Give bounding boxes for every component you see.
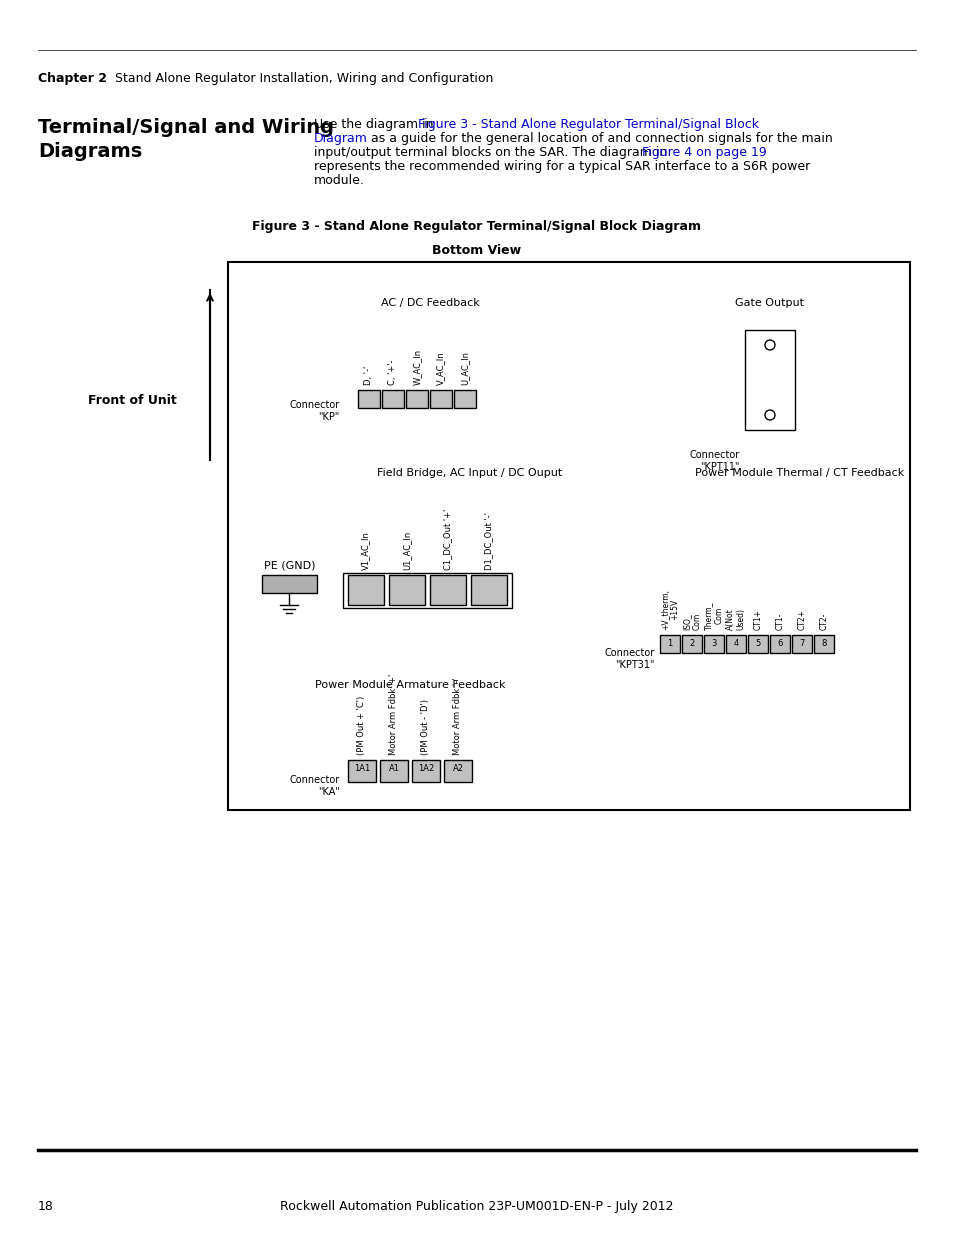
Bar (381, 390, 403, 408)
Text: Motor Arm Fdbk '-': Motor Arm Fdbk '-' (453, 678, 462, 755)
Text: Motor Arm Fdbk '+': Motor Arm Fdbk '+' (389, 674, 398, 755)
Text: Power Module Thermal / CT Feedback: Power Module Thermal / CT Feedback (695, 468, 903, 478)
Text: Connector
"KA": Connector "KA" (290, 776, 339, 797)
Text: Chapter 2: Chapter 2 (38, 72, 107, 85)
Text: 1: 1 (667, 638, 672, 648)
Text: 7: 7 (799, 638, 803, 648)
Text: Front of Unit: Front of Unit (88, 394, 176, 406)
Bar (357, 390, 379, 408)
Bar (412, 760, 439, 782)
Text: represents the recommended wiring for a typical SAR interface to a S6R power: represents the recommended wiring for a … (314, 161, 809, 173)
Text: as a guide for the general location of and connection signals for the main: as a guide for the general location of a… (367, 132, 832, 144)
Text: C1_DC_Out '+': C1_DC_Out '+' (443, 509, 452, 571)
Text: input/output terminal blocks on the SAR. The diagram in: input/output terminal blocks on the SAR.… (314, 146, 671, 159)
Text: Gate Output: Gate Output (735, 298, 803, 308)
Text: 4: 4 (733, 638, 738, 648)
Text: Field Bridge, AC Input / DC Ouput: Field Bridge, AC Input / DC Ouput (377, 468, 562, 478)
Text: 5: 5 (755, 638, 760, 648)
Bar (430, 390, 452, 408)
Text: 18: 18 (38, 1200, 53, 1213)
Text: 2: 2 (689, 638, 694, 648)
Bar (471, 576, 506, 605)
Bar (228, 262, 909, 810)
Text: D, '-': D, '-' (364, 366, 374, 385)
Text: 8: 8 (821, 638, 826, 648)
Text: Figure 3 - Stand Alone Regulator Terminal/Signal Block: Figure 3 - Stand Alone Regulator Termina… (417, 119, 759, 131)
Bar (262, 576, 316, 593)
Text: Bottom View: Bottom View (432, 245, 521, 257)
Text: 3: 3 (711, 638, 716, 648)
Bar (744, 330, 794, 430)
Text: A2: A2 (452, 764, 463, 773)
Bar (454, 390, 476, 408)
Bar (348, 760, 375, 782)
Text: U_AC_In: U_AC_In (460, 351, 469, 385)
Text: Use the diagram in: Use the diagram in (314, 119, 437, 131)
Bar (389, 576, 424, 605)
Bar (703, 635, 723, 653)
Text: A1: A1 (388, 764, 399, 773)
Bar (379, 760, 408, 782)
Bar (681, 635, 701, 653)
Text: C, '+'-: C, '+'- (388, 359, 397, 385)
Bar (348, 576, 384, 605)
Text: 6: 6 (777, 638, 781, 648)
Bar (791, 635, 811, 653)
Text: CT2-: CT2- (819, 613, 827, 630)
Text: 1A2: 1A2 (417, 764, 434, 773)
Text: V1_AC_In: V1_AC_In (361, 531, 370, 571)
Text: PE (GND): PE (GND) (264, 559, 315, 571)
Text: (PM Out - 'D'): (PM Out - 'D') (421, 699, 430, 755)
Text: ISO_
Com: ISO_ Com (681, 613, 701, 630)
Bar (659, 635, 679, 653)
Text: V_AC_In: V_AC_In (436, 352, 445, 385)
Bar (725, 635, 745, 653)
Text: +V_therm,
+15V: +V_therm, +15V (659, 589, 679, 630)
Text: A(Not
Used): A(Not Used) (725, 608, 745, 630)
Bar (406, 390, 428, 408)
Text: 1A1: 1A1 (354, 764, 370, 773)
Text: Connector
"KPT31": Connector "KPT31" (604, 648, 655, 669)
Text: W_AC_In: W_AC_In (412, 348, 421, 385)
Text: D1_DC_Out '-': D1_DC_Out '-' (484, 513, 493, 571)
Text: Diagram: Diagram (314, 132, 368, 144)
Text: (PM Out + 'C'): (PM Out + 'C') (357, 695, 366, 755)
Bar (769, 635, 789, 653)
Text: CT1-: CT1- (775, 613, 783, 630)
Text: Stand Alone Regulator Installation, Wiring and Configuration: Stand Alone Regulator Installation, Wiri… (115, 72, 493, 85)
Text: CT2+: CT2+ (797, 609, 805, 630)
Text: Power Module Armature Feedback: Power Module Armature Feedback (314, 680, 505, 690)
Text: Therm_
Com: Therm_ Com (703, 601, 723, 630)
Text: U1_AC_In: U1_AC_In (402, 531, 411, 571)
Text: Connector
"KP": Connector "KP" (290, 400, 339, 421)
Text: Connector
"KPT11": Connector "KPT11" (689, 450, 740, 472)
Text: AC / DC Feedback: AC / DC Feedback (380, 298, 478, 308)
Text: Figure 3 - Stand Alone Regulator Terminal/Signal Block Diagram: Figure 3 - Stand Alone Regulator Termina… (253, 220, 700, 233)
Text: module.: module. (314, 174, 364, 186)
Text: Diagrams: Diagrams (38, 142, 142, 161)
Text: CT1+: CT1+ (753, 609, 761, 630)
Bar (430, 576, 465, 605)
Text: Rockwell Automation Publication 23P-UM001D-EN-P - July 2012: Rockwell Automation Publication 23P-UM00… (280, 1200, 673, 1213)
Text: Terminal/Signal and Wiring: Terminal/Signal and Wiring (38, 119, 334, 137)
Bar (813, 635, 833, 653)
Bar (443, 760, 472, 782)
Bar (747, 635, 767, 653)
Text: Figure 4 on page 19: Figure 4 on page 19 (641, 146, 766, 159)
Bar (343, 573, 512, 608)
